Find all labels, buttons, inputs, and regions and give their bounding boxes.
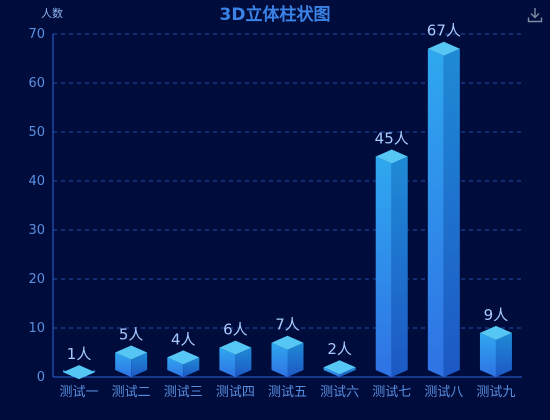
bar-face-top	[271, 335, 304, 350]
bar-face-top	[115, 345, 148, 360]
bar-face-top	[63, 365, 96, 380]
x-tick-label: 测试一	[60, 385, 99, 400]
data-label: 4人	[171, 330, 196, 348]
bar-face-top	[323, 360, 356, 375]
bar	[323, 360, 356, 377]
bar	[427, 41, 460, 377]
bar-face-left	[219, 347, 236, 377]
bar	[375, 149, 408, 377]
x-tick-label: 测试四	[216, 385, 255, 400]
bar	[167, 350, 200, 377]
bar-face-top	[219, 340, 252, 355]
bar	[219, 340, 252, 377]
y-tick-label: 70	[28, 27, 45, 42]
data-label: 1人	[67, 345, 92, 363]
y-tick-label: 0	[37, 370, 45, 385]
x-tick-label: 测试九	[476, 385, 515, 400]
y-axis-unit-label: 人数	[41, 7, 63, 20]
bar	[271, 335, 304, 377]
x-tick-label: 测试八	[424, 385, 463, 400]
bar-face-right	[495, 332, 512, 377]
bar-face-left	[115, 352, 132, 377]
bar-face-right	[183, 357, 200, 377]
bar-face-left	[271, 342, 288, 377]
bar-face-left	[167, 357, 184, 377]
bar-face-right	[443, 48, 460, 377]
data-label: 6人	[223, 321, 248, 339]
x-tick-label: 测试七	[372, 385, 411, 400]
download-icon[interactable]	[526, 6, 544, 24]
data-label: 67人	[427, 22, 461, 40]
data-label: 45人	[375, 130, 409, 148]
x-tick-label: 测试五	[268, 385, 307, 400]
y-tick-label: 30	[28, 223, 45, 238]
bar-face-right	[131, 352, 148, 377]
chart-title: 3D立体柱状图	[220, 4, 331, 25]
y-tick-label: 10	[28, 321, 45, 336]
data-label: 5人	[119, 326, 144, 344]
bar	[479, 325, 512, 377]
bar-face-right	[339, 367, 356, 377]
y-tick-label: 40	[28, 174, 45, 189]
bar-face-left	[427, 48, 444, 377]
bar	[63, 365, 96, 380]
y-tick-label: 60	[28, 76, 45, 91]
bar-face-right	[391, 156, 408, 377]
data-label: 9人	[484, 306, 509, 324]
axes: 0 10 20 30 40 50 60 70 测试一 测试二 测试三 测试四 测试五 测试六 测试七 测试八测…	[28, 27, 522, 400]
bar-face-right	[287, 342, 304, 377]
bar-face-left	[375, 156, 392, 377]
bar-face-top	[375, 149, 408, 164]
x-tick-label: 测试二	[112, 385, 151, 400]
bar	[115, 345, 148, 377]
x-tick-label: 测试三	[164, 385, 203, 400]
bar-face-top	[479, 325, 512, 340]
y-tick-label: 20	[28, 272, 45, 287]
data-labels: 1人 5人 4人 6人 7人 2人 45人 67人 9人	[67, 22, 508, 363]
bar-face-top	[427, 41, 460, 56]
grid-lines	[53, 33, 522, 329]
bar-face-left	[479, 332, 496, 377]
data-label: 2人	[327, 340, 352, 358]
bars	[63, 41, 512, 380]
data-label: 7人	[275, 316, 300, 334]
x-tick-label: 测试六	[320, 385, 359, 400]
bar-face-right	[235, 347, 252, 377]
y-tick-label: 50	[28, 125, 45, 140]
bar-face-top	[167, 350, 200, 365]
bar-face-left	[323, 367, 340, 377]
